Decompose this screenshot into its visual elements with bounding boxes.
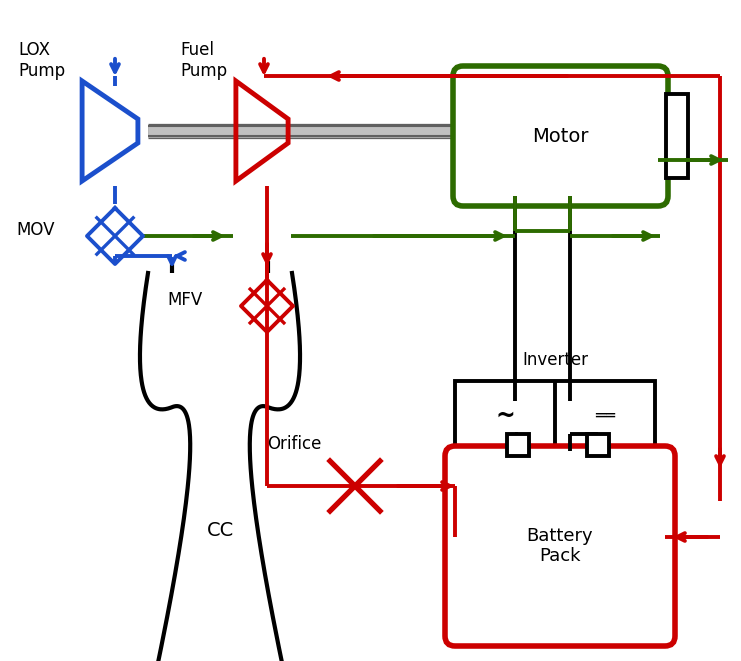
Text: LOX
Pump: LOX Pump (18, 41, 65, 80)
Bar (507, 434, 529, 456)
Bar (666, 94, 688, 178)
Text: CC: CC (207, 522, 233, 541)
Text: MFV: MFV (167, 291, 203, 309)
Text: Inverter: Inverter (522, 351, 588, 369)
Bar (587, 434, 609, 456)
Text: MOV: MOV (16, 221, 55, 239)
Text: Motor: Motor (532, 126, 589, 145)
Text: Battery
Pack: Battery Pack (527, 527, 594, 565)
Text: Fuel
Pump: Fuel Pump (180, 41, 227, 80)
Text: ~: ~ (495, 404, 515, 428)
Text: ══: ══ (595, 407, 615, 425)
FancyBboxPatch shape (453, 66, 668, 206)
Text: Orifice: Orifice (268, 435, 322, 453)
Bar (455, 381, 655, 451)
FancyBboxPatch shape (445, 446, 675, 646)
